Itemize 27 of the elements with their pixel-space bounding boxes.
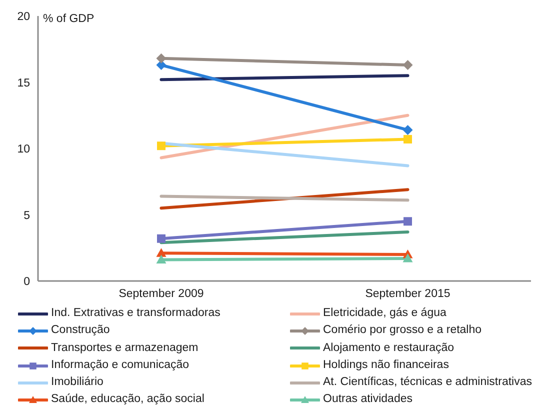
legend-label: Construção [51,323,110,338]
legend-label: Holdings não financeiras [323,358,449,373]
y-tick-label: 0 [24,276,30,288]
legend-label: At. Científicas, técnicas e administrativas [323,375,532,390]
point [402,60,413,70]
point [156,53,166,64]
legend-label: Ind. Extrativas e transformadoras [51,306,220,321]
point [402,124,413,135]
point [404,217,412,226]
legend-label: Outras atividades [323,392,412,408]
y-axis-title: % of GDP [43,13,94,25]
point [157,142,166,150]
legend-label: Saúde, educação, ação social [51,392,204,408]
legend-label: Eletricidade, gás e água [323,306,446,321]
legend-label: Alojamento e restauração [323,340,454,356]
legend-label: Informação e comunicação [51,358,190,373]
legend-label: Transportes e armazenagem [51,340,198,356]
x-tick-label: September 2015 [365,288,450,300]
legend-label: Comério por grosso e a retalho [323,323,482,338]
point [157,234,166,243]
point [404,134,412,144]
y-tick-label: 20 [17,11,30,24]
legend-label: Imobiliário [51,375,104,390]
y-tick-label: 5 [24,210,30,222]
y-tick-label: 15 [17,77,30,90]
y-tick-label: 10 [17,144,30,156]
x-tick-label: September 2009 [118,288,204,300]
